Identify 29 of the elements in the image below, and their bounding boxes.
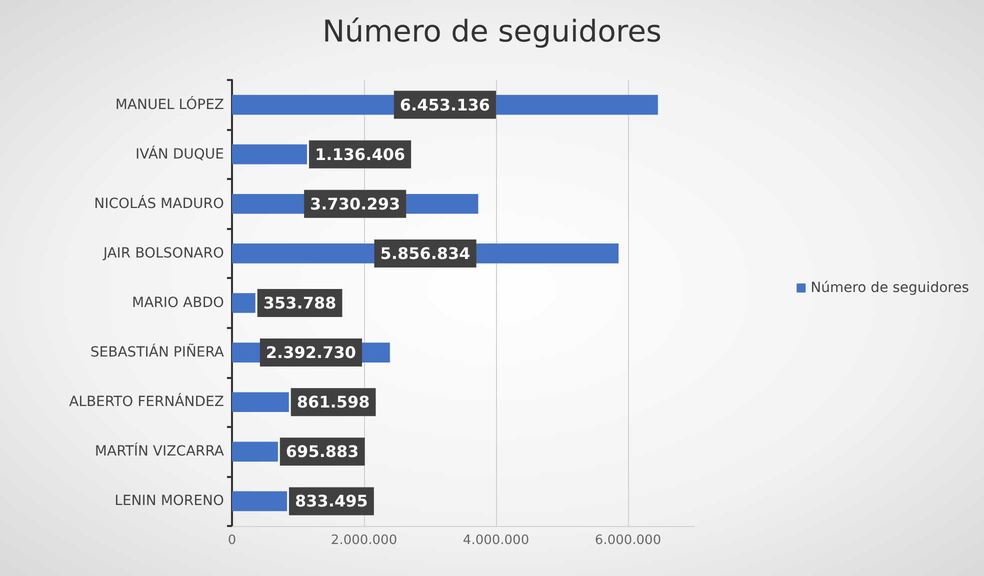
data-label: 3.730.293 — [310, 194, 400, 214]
x-tick-label: 4.000.000 — [462, 533, 530, 548]
y-tick-label: MARIO ABDO — [132, 295, 224, 311]
data-label: 1.136.406 — [315, 144, 406, 164]
y-tick-label: JAIR BOLSONARO — [102, 245, 224, 262]
x-tick-label: 6.000.000 — [594, 533, 662, 548]
chart-title: Número de seguidores — [322, 14, 662, 50]
y-tick-label: ALBERTO FERNÁNDEZ — [69, 393, 224, 410]
data-label: 861.598 — [296, 392, 370, 412]
bar — [232, 442, 278, 462]
x-tick-label: 0 — [228, 533, 236, 548]
legend-label: Número de seguidores — [810, 280, 969, 296]
data-label: 695.883 — [286, 442, 359, 462]
y-tick-label: IVÁN DUQUE — [136, 145, 224, 162]
data-label: 353.788 — [263, 294, 336, 312]
data-label: 5.856.834 — [380, 244, 470, 263]
y-tick-label: LENIN MORENO — [114, 493, 224, 510]
y-tick-label: SEBASTIÁN PIÑERA — [90, 344, 224, 361]
data-label: 2.392.730 — [266, 343, 356, 362]
data-label: 833.495 — [295, 492, 368, 511]
y-tick-label: MANUEL LÓPEZ — [115, 96, 224, 113]
y-tick-label: NICOLÁS MADURO — [94, 194, 224, 212]
data-label: 6.453.136 — [400, 95, 490, 114]
y-tick-label: MARTÍN VIZCARRA — [94, 442, 224, 460]
bar — [232, 392, 289, 412]
bar — [232, 144, 308, 164]
bar — [232, 293, 256, 313]
bar — [232, 491, 288, 512]
x-tick-label: 2.000.000 — [330, 533, 398, 548]
